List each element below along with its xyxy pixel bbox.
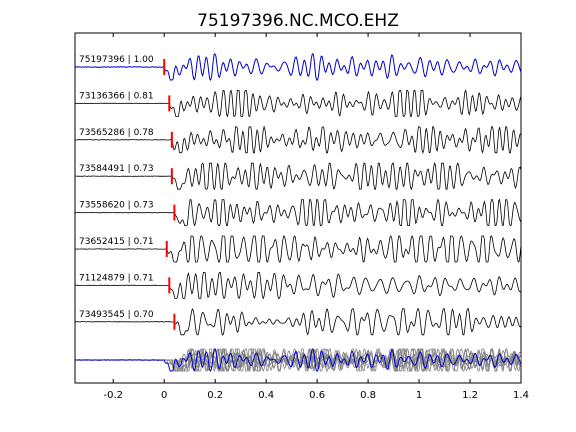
- trace-line-2: [74, 125, 522, 155]
- chart-title: 75197396.NC.MCO.EHZ: [197, 11, 399, 31]
- x-tick-label-1: 0: [161, 390, 167, 401]
- trace-label-7: 73493545 | 0.70: [79, 310, 154, 320]
- trace-label-1: 73136366 | 0.81: [79, 91, 154, 101]
- x-axis: -0.2 0 0.2 0.4 0.6 0.8 1 1.2 1.4: [103, 33, 529, 401]
- x-tick-label-2: 0.2: [207, 390, 223, 401]
- trace-label-3: 73584491 | 0.73: [79, 164, 154, 174]
- x-tick-label-3: 0.4: [258, 390, 274, 401]
- plot-area: [74, 32, 522, 384]
- trace-label-5: 73652415 | 0.71: [79, 237, 154, 247]
- x-tick-label-4: 0.6: [309, 390, 325, 401]
- overlay-line-7: [74, 348, 522, 372]
- x-tick-label-7: 1.2: [462, 390, 478, 401]
- trace-label-4: 73558620 | 0.73: [79, 201, 154, 211]
- trace-labels: 75197396 | 1.00 73136366 | 0.81 73565286 |…: [79, 55, 154, 320]
- stacked-overlay: [74, 347, 522, 373]
- trace-line-0: [74, 53, 522, 82]
- pick-markers: [163, 59, 176, 330]
- trace-line-3: [74, 162, 522, 191]
- trace-label-6: 71124879 | 0.71: [79, 273, 154, 283]
- x-tick-label-6: 1: [416, 390, 422, 401]
- x-tick-label-0: -0.2: [103, 390, 123, 401]
- trace-label-0: 75197396 | 1.00: [79, 55, 154, 65]
- trace-line-4: [74, 198, 522, 227]
- trace-line-6: [75, 272, 522, 300]
- x-tick-label-5: 0.8: [360, 390, 376, 401]
- trace-line-7: [75, 307, 522, 336]
- seismogram-traces: [74, 53, 522, 336]
- trace-line-5: [75, 235, 522, 263]
- x-tick-label-8: 1.4: [513, 390, 529, 401]
- trace-label-2: 73565286 | 0.78: [79, 128, 154, 138]
- trace-line-1: [74, 89, 522, 118]
